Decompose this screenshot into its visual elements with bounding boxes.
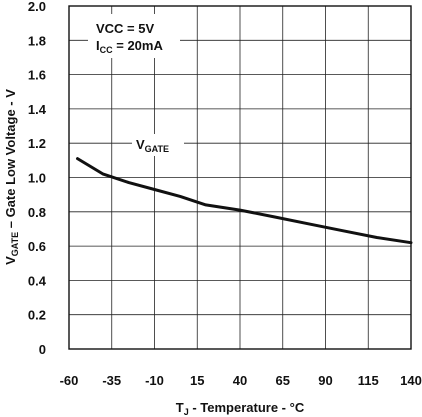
series-line-0 — [76, 157, 413, 245]
x-tick-label-5: 65 — [276, 373, 290, 388]
y-tick-label-8: 0.4 — [28, 273, 47, 288]
conditions-line-2-main: I — [96, 38, 100, 53]
x-tick-label-6: 90 — [318, 373, 332, 388]
plot-border — [68, 5, 412, 350]
x-tick-label-3: 15 — [190, 373, 204, 388]
x-tick-label-8: 140 — [400, 373, 422, 388]
x-tick-label-4: 40 — [233, 373, 247, 388]
x-tick-label-1: -35 — [102, 373, 121, 388]
y-tick-label-4: 1.2 — [28, 136, 46, 151]
y-tick-label-6: 0.8 — [28, 205, 46, 220]
series-label-main: V — [136, 137, 145, 152]
conditions-line-1: VCC = 5V — [96, 21, 154, 36]
y-axis-title: VGATE – Gate Low Voltage - V — [3, 89, 20, 265]
conditions-line-2-rest: = 20mA — [113, 38, 164, 53]
conditions-line-2-sub: CC — [100, 45, 113, 55]
series-layer — [76, 157, 413, 245]
x-axis-title: TJ - Temperature - °C — [176, 400, 305, 417]
conditions-line-2: ICC = 20mA — [96, 38, 163, 55]
tick-labels: -60 -35 -10 15 40 65 90 115 140 2.0 1.8 1.6 1.4 1.2 1.… — [28, 0, 422, 388]
series-label-bg — [132, 134, 184, 156]
y-axis-title-sub: GATE — [10, 232, 20, 256]
plot-frame — [68, 5, 412, 350]
x-axis-title-sub: J — [184, 407, 189, 417]
x-tick-label-7: 115 — [358, 373, 379, 388]
y-axis-title-rest: – Gate Low Voltage - V — [3, 89, 18, 232]
x-axis-title-rest: - Temperature - °C — [189, 400, 305, 415]
y-tick-label-5: 1.0 — [28, 171, 46, 186]
y-tick-label-3: 1.4 — [28, 102, 47, 117]
y-tick-label-1: 1.8 — [28, 33, 46, 48]
y-tick-label-7: 0.6 — [28, 239, 46, 254]
series-label: VGATE — [136, 137, 169, 154]
x-tick-label-2: -10 — [145, 373, 164, 388]
y-tick-label-9: 0.2 — [28, 308, 46, 323]
series-label-sub: GATE — [145, 144, 169, 154]
x-tick-label-0: -60 — [60, 373, 79, 388]
y-tick-label-10: 0 — [39, 342, 46, 357]
y-tick-label-0: 2.0 — [28, 0, 46, 14]
x-axis-title-main: T — [176, 400, 184, 415]
y-axis-title-main: V — [3, 256, 18, 265]
conditions-box-bg — [88, 14, 180, 58]
y-tick-label-2: 1.6 — [28, 68, 46, 83]
